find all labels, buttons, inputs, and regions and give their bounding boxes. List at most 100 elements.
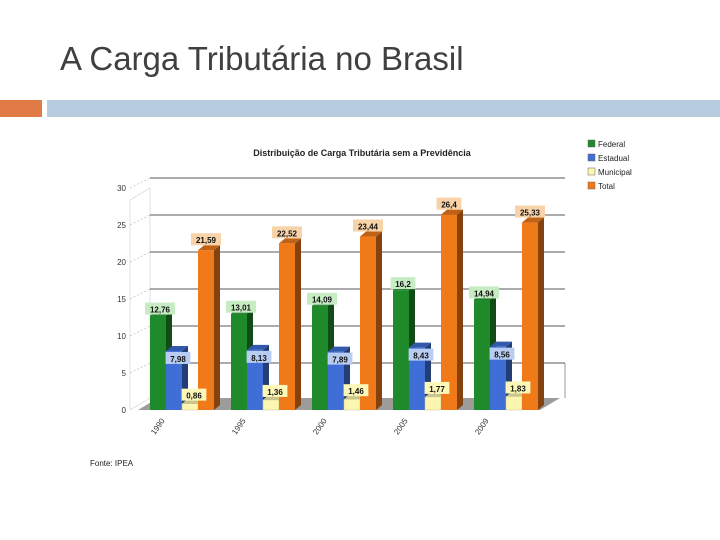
data-label: 8,56: [494, 351, 510, 360]
y-tick-label: 5: [122, 369, 127, 378]
legend-swatch-federal: [587, 139, 596, 148]
data-label-box: [343, 384, 369, 397]
chart-title: Distribuição de Carga Tributária sem a P…: [253, 148, 472, 158]
legend-swatch-estadual: [587, 153, 596, 162]
legend-swatch-municipal: [587, 167, 596, 176]
data-label: 1,77: [429, 385, 445, 394]
data-label: 7,98: [170, 355, 186, 364]
data-label: 14,94: [474, 289, 495, 298]
bar-top: [166, 345, 188, 351]
data-label-box: [272, 226, 302, 239]
data-label-box: [505, 381, 531, 394]
bar-total: [279, 243, 295, 410]
data-label: 1,83: [510, 384, 526, 393]
legend-label: Federal: [598, 140, 625, 149]
data-label-box: [165, 351, 191, 364]
bar-side: [538, 217, 544, 410]
data-label-box: [469, 286, 499, 299]
data-label-box: [307, 292, 337, 305]
data-label: 1,36: [267, 388, 283, 397]
bar-municipal: [181, 403, 199, 411]
data-label: 16,2: [395, 280, 411, 289]
bar-top: [198, 245, 220, 251]
bar-top: [247, 344, 269, 350]
source-note: Fonte: IPEA: [90, 459, 134, 468]
bar-top: [409, 342, 431, 348]
bar-total: [360, 236, 376, 410]
data-label: 1,46: [348, 387, 364, 396]
bar-side: [295, 238, 301, 410]
bar-federal: [231, 313, 247, 410]
bar-estadual: [328, 351, 344, 410]
data-label: 7,89: [332, 356, 348, 365]
legend-swatch-total: [587, 181, 596, 190]
data-label-box: [191, 233, 221, 246]
data-label: 0,86: [186, 392, 202, 401]
bar-top: [360, 231, 382, 237]
y-tick-label: 25: [117, 221, 126, 230]
bar-estadual: [490, 346, 506, 410]
legend-label: Municipal: [598, 168, 632, 177]
bar-municipal: [343, 398, 361, 411]
bar-top: [279, 238, 301, 244]
legend-label: Total: [598, 182, 615, 191]
slide-title: A Carga Tributária no Brasil: [60, 40, 464, 77]
y-tick-label: 10: [117, 332, 126, 341]
y-tick-label: 30: [117, 184, 126, 193]
x-tick-label: 2005: [392, 416, 410, 436]
legend-label: Estadual: [598, 154, 629, 163]
bar-estadual: [409, 347, 425, 410]
data-label-box: [515, 205, 545, 218]
bar-side: [376, 231, 382, 410]
data-label: 25,33: [520, 209, 541, 218]
data-label: 14,09: [312, 296, 333, 305]
data-label: 21,59: [196, 236, 217, 245]
data-label-box: [327, 352, 353, 365]
bar-municipal: [262, 399, 280, 411]
x-tick-label: 1990: [149, 416, 167, 436]
bar-total: [198, 250, 214, 410]
chart-side-wall: [129, 187, 151, 411]
data-label: 26,4: [441, 201, 457, 210]
bar-municipal: [424, 396, 442, 411]
data-label-box: [489, 347, 515, 360]
data-label-box: [262, 384, 288, 397]
accent-bar-right: [47, 100, 720, 117]
y-tick-label: 0: [122, 406, 127, 415]
data-label: 13,01: [231, 304, 252, 313]
bar-federal: [312, 305, 328, 410]
data-label: 12,76: [150, 306, 171, 315]
bar-federal: [474, 299, 490, 410]
x-tick-label: 2009: [473, 416, 491, 436]
data-label-box: [226, 300, 256, 313]
bar-federal: [150, 315, 166, 410]
data-label-box: [181, 388, 207, 401]
bar-total: [522, 222, 538, 410]
data-label-box: [436, 197, 462, 210]
bar-estadual: [166, 350, 182, 410]
data-label-box: [424, 381, 450, 394]
data-label-box: [353, 219, 383, 232]
y-tick-label: 15: [117, 295, 126, 304]
bar-total: [441, 214, 457, 410]
data-label-box: [246, 350, 272, 363]
accent-bar-left: [0, 100, 42, 117]
data-label: 22,52: [277, 229, 298, 238]
gridline-side: [129, 177, 151, 189]
bar-top: [522, 217, 544, 223]
data-label-box: [408, 348, 434, 361]
y-tick-label: 20: [117, 258, 126, 267]
bar-municipal: [505, 396, 523, 411]
data-label-box: [390, 277, 416, 290]
data-label: 23,44: [358, 223, 379, 232]
bar-side: [214, 245, 220, 410]
data-label: 8,43: [413, 352, 429, 361]
data-label-box: [145, 302, 175, 315]
bar-top: [490, 341, 512, 347]
x-tick-label: 1995: [230, 416, 248, 436]
data-label: 8,13: [251, 354, 267, 363]
bar-side: [457, 209, 463, 410]
bar-federal: [393, 290, 409, 410]
bar-top: [441, 209, 463, 215]
